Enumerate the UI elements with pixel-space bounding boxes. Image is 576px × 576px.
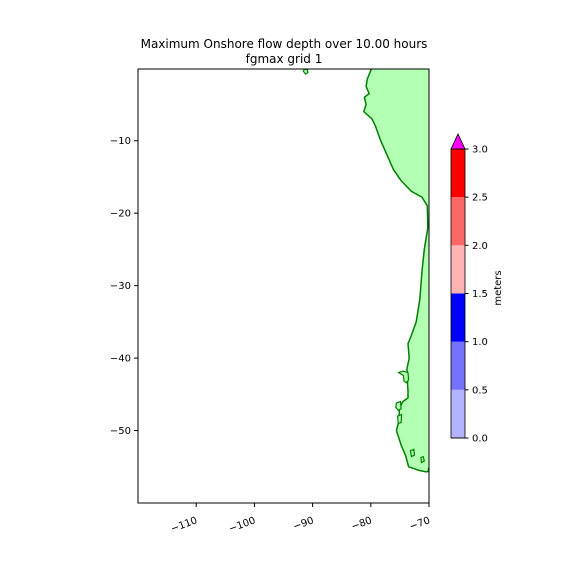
x-tick-label: −100: [228, 515, 258, 535]
colorbar-tick-label: 2.5: [472, 193, 488, 204]
island: [409, 448, 416, 458]
island: [397, 370, 410, 384]
y-tick-label: −30: [110, 281, 131, 292]
colorbar-segment: [451, 197, 465, 246]
colorbar-extend-arrow: [450, 133, 466, 150]
colorbar: 0.0 0.5 1.0 1.5 2.0 2.5 3.0: [450, 133, 488, 445]
island: [396, 413, 403, 425]
colorbar-segment: [451, 245, 465, 294]
y-tick-label: −40: [110, 354, 131, 365]
y-tick-label: −20: [110, 209, 131, 220]
colorbar-tick-label: 0.5: [472, 385, 488, 396]
colorbar-tick-label: 3.0: [472, 145, 488, 156]
colorbar-segment: [451, 341, 465, 390]
colorbar-label: meters: [493, 270, 504, 305]
colorbar-tick-label: 1.0: [472, 337, 488, 348]
plot-area: [302, 69, 444, 473]
colorbar-segment: [451, 149, 465, 198]
y-tick-label: −10: [110, 136, 131, 147]
island: [302, 69, 309, 75]
land-region: [363, 69, 429, 472]
chart-subtitle: fgmax grid 1: [246, 52, 323, 66]
island-group: [302, 69, 444, 473]
x-tick-label: −80: [350, 515, 374, 533]
colorbar-tick-label: 1.5: [472, 289, 488, 300]
chart-title: Maximum Onshore flow depth over 10.00 ho…: [141, 37, 428, 51]
island: [420, 455, 426, 464]
island: [395, 400, 402, 412]
colorbar-segment: [451, 293, 465, 342]
x-tick-label: −90: [292, 515, 316, 533]
colorbar-tick-label: 2.0: [472, 241, 488, 252]
y-axis: −10 −20 −30 −40 −50: [110, 136, 138, 437]
x-tick-label: −70: [408, 515, 432, 533]
colorbar-segment: [451, 389, 465, 438]
colorbar-tick-label: 0.0: [472, 434, 488, 445]
x-tick-label: −110: [169, 515, 199, 535]
x-axis: −110 −100 −90 −80 −70: [169, 503, 432, 535]
island: [438, 468, 444, 472]
y-tick-label: −50: [110, 426, 131, 437]
